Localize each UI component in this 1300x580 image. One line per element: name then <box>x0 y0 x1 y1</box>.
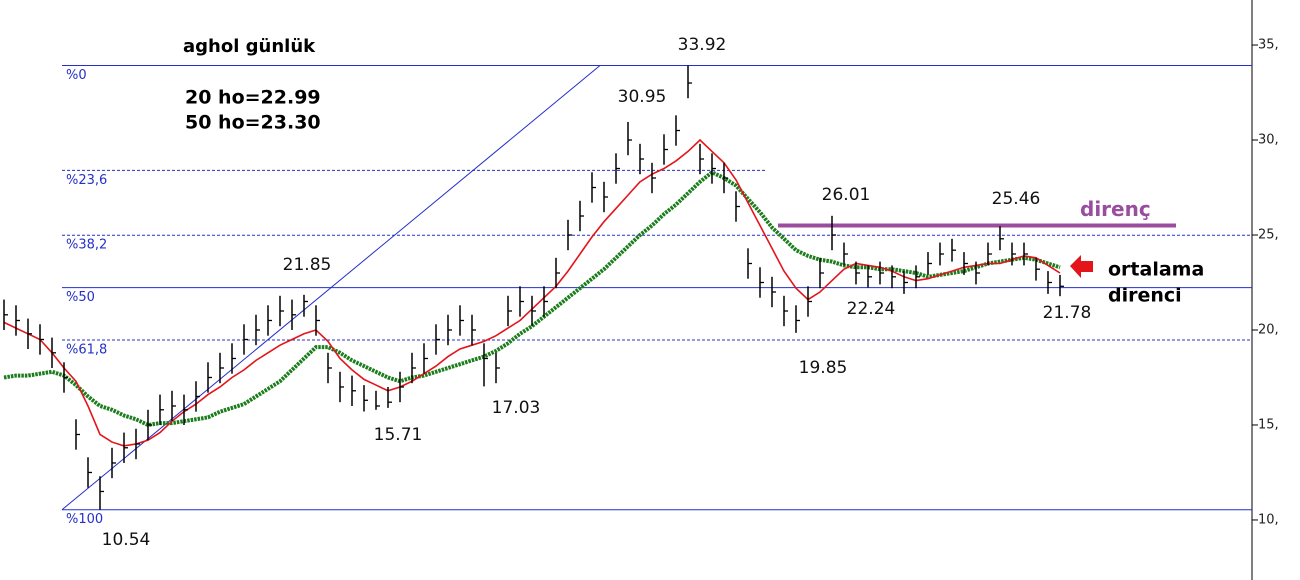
resistance-label: direnç <box>1080 197 1151 221</box>
price-label: 17.03 <box>492 398 541 418</box>
fib-label: %23,6 <box>66 173 107 188</box>
price-label: 30.95 <box>618 87 667 107</box>
y-tick-label: 30, <box>1258 133 1279 148</box>
price-label: 25.46 <box>992 189 1041 209</box>
y-tick-label: 35, <box>1258 38 1279 53</box>
price-label: 19.85 <box>799 358 848 378</box>
price-label: 22.24 <box>847 299 896 319</box>
fib-trend-line <box>61 65 601 511</box>
price-label: 26.01 <box>822 185 871 205</box>
y-tick-label: 10, <box>1258 512 1279 527</box>
chart-title: aghol günlük <box>183 36 316 57</box>
price-label: 15.71 <box>374 425 423 445</box>
fib-label: %50 <box>66 290 95 305</box>
y-tick-label: 20, <box>1258 322 1279 337</box>
annotation-line: ortalama <box>1108 259 1204 281</box>
price-label: 10.54 <box>102 530 151 550</box>
price-label: 21.85 <box>283 255 332 275</box>
ma50-label: 50 ho=23.30 <box>185 112 321 134</box>
y-tick-label: 15, <box>1258 417 1279 432</box>
ma20-label: 20 ho=22.99 <box>185 87 321 109</box>
fib-label: %61,8 <box>66 343 107 358</box>
fib-label: %38,2 <box>66 238 107 253</box>
fib-label: %100 <box>66 512 103 527</box>
y-tick-label: 25, <box>1258 228 1279 243</box>
price-label: 33.92 <box>678 35 727 55</box>
annotation-line: direnci <box>1108 285 1182 307</box>
fib-label: %0 <box>66 68 87 83</box>
annotation-arrow <box>1070 255 1093 278</box>
price-label: 21.78 <box>1043 303 1092 323</box>
